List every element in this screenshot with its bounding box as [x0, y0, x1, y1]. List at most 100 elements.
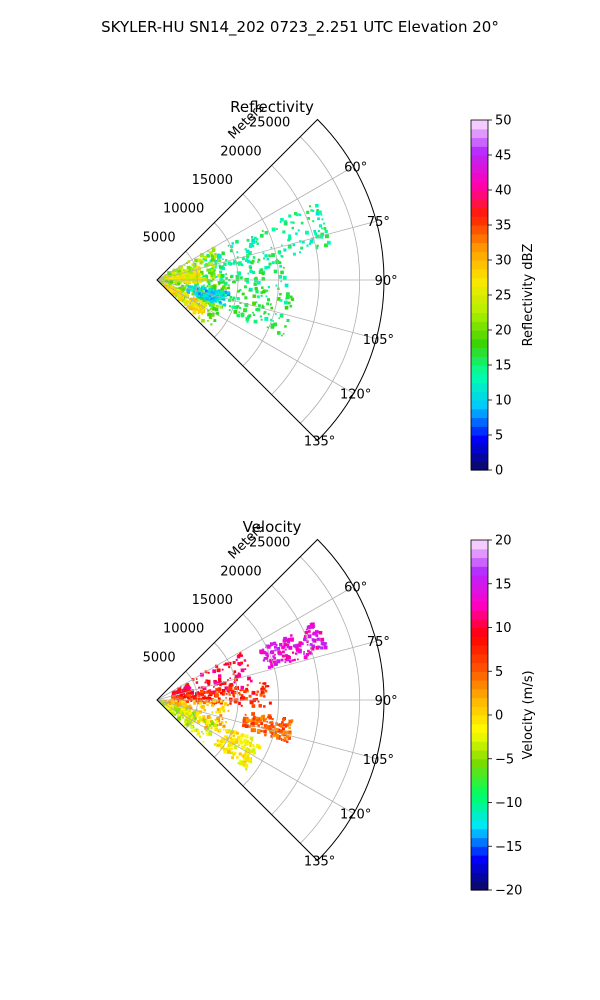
echo-gate — [231, 305, 235, 309]
echo-gate — [270, 246, 273, 249]
echo-gate — [182, 695, 186, 699]
echo-gate — [269, 255, 272, 258]
echo-gate — [220, 706, 224, 711]
echo-gate — [258, 304, 261, 308]
echo-gate — [202, 691, 206, 695]
echo-gate — [247, 272, 250, 275]
echo-gate — [217, 256, 220, 259]
echo-gate — [269, 731, 272, 734]
echo-gate — [246, 238, 250, 242]
echo-gate — [241, 293, 244, 296]
echo-gate — [222, 709, 226, 713]
echo-gate — [277, 650, 282, 655]
azimuth-tick-label: 135° — [304, 855, 335, 870]
echo-gate — [263, 729, 267, 734]
colorbar-segment — [471, 198, 488, 209]
echo-gate — [233, 260, 236, 263]
colorbar-segment — [471, 741, 488, 751]
colorbar-segment — [471, 653, 488, 664]
colorbar-segment — [471, 540, 488, 550]
azimuth-tick-label: 60° — [344, 580, 367, 595]
echo-gate — [261, 277, 266, 281]
colorbar-segment — [471, 732, 488, 742]
colorbar-tick-label: 10 — [495, 394, 512, 409]
echo-gate — [193, 695, 197, 698]
echo-gate — [183, 292, 187, 296]
echo-gate — [324, 642, 328, 645]
echo-gate — [273, 732, 277, 736]
echo-gate — [195, 275, 199, 279]
echo-gate — [169, 290, 174, 295]
echo-gate — [318, 224, 323, 228]
echo-gate — [224, 735, 226, 738]
echo-gate — [243, 716, 247, 721]
echo-gate — [206, 279, 211, 283]
echo-gate — [204, 289, 208, 293]
echo-gate — [217, 258, 221, 262]
colorbar-tick-label: 5 — [495, 665, 503, 680]
colorbar-segment — [471, 408, 488, 419]
echo-gate — [223, 262, 227, 266]
echo-gate — [231, 242, 234, 245]
echo-gate — [222, 258, 224, 260]
echo-gate — [266, 721, 268, 723]
echo-gate — [212, 669, 216, 674]
echo-gate — [201, 260, 204, 264]
colorbar-segment — [471, 356, 488, 366]
echo-gate — [281, 244, 283, 247]
echo-gate — [203, 284, 205, 287]
colorbar-segment — [471, 548, 488, 559]
echo-gate — [205, 274, 207, 277]
echo-gate — [255, 693, 258, 696]
echo-gate — [244, 696, 248, 701]
echo-gate — [163, 279, 166, 283]
echo-gate — [209, 716, 212, 719]
echo-gate — [243, 659, 247, 662]
echo-gate — [256, 308, 261, 312]
echo-gate — [223, 303, 227, 306]
echo-gate — [178, 696, 183, 701]
echo-gate — [214, 296, 218, 300]
echo-gate — [182, 276, 186, 280]
echo-gate — [183, 689, 187, 693]
echo-gate — [242, 758, 246, 761]
echo-gate — [182, 710, 186, 714]
echo-gate — [269, 727, 272, 731]
echo-gate — [286, 318, 290, 323]
colorbar-tick-label: −15 — [495, 840, 522, 855]
echo-gate — [182, 704, 186, 708]
echo-gate — [229, 249, 234, 253]
echo-gate — [244, 258, 249, 263]
colorbar-segment — [471, 233, 488, 244]
velocity-panel-title: Velocity — [243, 518, 302, 536]
echo-gate — [215, 293, 220, 298]
echo-gate — [211, 711, 214, 714]
echo-gate — [257, 258, 261, 262]
echo-gate — [201, 297, 204, 300]
echo-gate — [289, 637, 294, 642]
echo-gate — [204, 258, 208, 262]
echo-gate — [281, 732, 285, 737]
echo-gate — [246, 664, 249, 667]
echo-gate — [237, 674, 242, 679]
colorbar-tick-label: 40 — [495, 184, 512, 199]
echo-gate — [280, 270, 284, 275]
echo-gate — [249, 266, 252, 270]
echo-gate — [186, 717, 190, 721]
echo-gate — [190, 725, 194, 729]
echo-gate — [298, 213, 302, 216]
echo-gate — [247, 757, 251, 761]
echo-gate — [208, 731, 213, 736]
echo-gate — [283, 733, 287, 737]
echo-gate — [187, 717, 192, 722]
echo-gate — [286, 645, 289, 649]
echo-gate — [196, 270, 200, 273]
echo-gate — [257, 261, 259, 263]
echo-gate — [262, 650, 266, 655]
colorbar-segment — [471, 776, 488, 786]
colorbar-segment — [471, 452, 488, 462]
echo-gate — [261, 304, 264, 307]
echo-gate — [233, 691, 237, 695]
echo-gate — [186, 306, 189, 309]
echo-gate — [195, 678, 198, 680]
